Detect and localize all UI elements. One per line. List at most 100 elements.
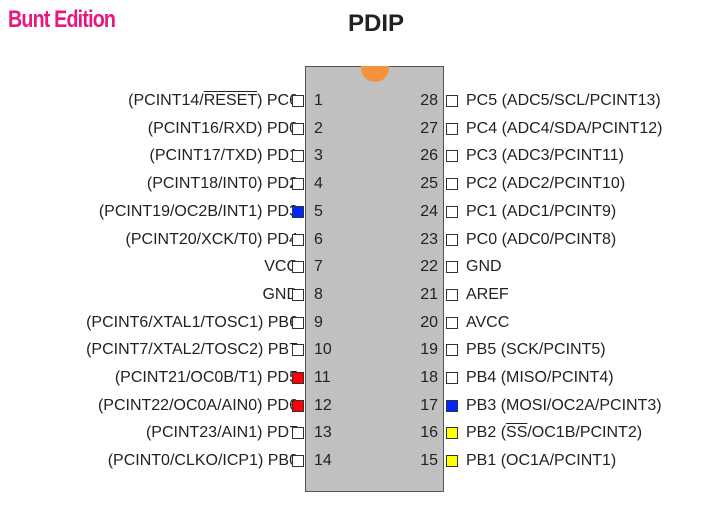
- pin-label: GND: [466, 255, 502, 279]
- pin-marker: [446, 178, 458, 191]
- pin-label: PC3 (ADC3/PCINT11): [466, 144, 624, 168]
- pin-label: PC4 (ADC4/SDA/PCINT12): [466, 117, 663, 141]
- pin-label-text: PC3 (ADC3/PCINT11): [466, 147, 624, 165]
- pin-number: 18: [420, 369, 438, 386]
- pin-label-text: PC2 (ADC2/PCINT10): [466, 175, 626, 193]
- pin-number: 21: [420, 285, 438, 303]
- pin-number: 12: [314, 396, 332, 414]
- pin-label-overline: RESET: [203, 92, 258, 109]
- pin-label: VCC: [264, 255, 298, 279]
- pin-label-overline: SS: [506, 424, 528, 442]
- pin-label: (PCINT16/RXD) PD0: [148, 117, 298, 141]
- pin-label-text: PC0 (ADC0/PCINT8): [466, 230, 617, 248]
- pin-label: PB3 (MOSI/OC2A/PCINT3): [466, 394, 662, 418]
- pin-label: PB5 (SCK/PCINT5): [466, 338, 606, 362]
- pin-marker: [446, 344, 458, 357]
- pin-label-text: VCC: [264, 258, 298, 276]
- pin-label-text: PC1 (ADC1/PCINT9): [466, 202, 617, 220]
- pin-label: (PCINT20/XCK/T0) PD4: [126, 228, 298, 252]
- pin-number: 28: [420, 92, 438, 109]
- pin-number: 1: [314, 92, 323, 109]
- pin-number: 2: [314, 119, 323, 137]
- pin-number: 10: [314, 341, 332, 359]
- pin-marker: [292, 316, 304, 329]
- pin-marker: [292, 150, 304, 163]
- pin-number: 8: [314, 285, 323, 303]
- pin-label: PC2 (ADC2/PCINT10): [466, 172, 625, 196]
- pin-marker: [446, 95, 458, 107]
- pin-label: PC5 (ADC5/SCL/PCINT13): [466, 89, 661, 113]
- pin-marker: [292, 205, 304, 218]
- pin-label-text: AREF: [466, 285, 509, 303]
- pin-label-text: (PCINT17/TXD) PD1: [149, 147, 298, 165]
- pin-number: 22: [420, 258, 438, 276]
- pin-number: 3: [314, 147, 323, 165]
- pin-label: PB2 (SS/OC1B/PCINT2): [466, 421, 642, 445]
- pin-number: 9: [314, 313, 323, 331]
- pin-label: (PCINT23/AIN1) PD7: [146, 421, 298, 445]
- pin-label-text: PC4 (ADC4/SDA/PCINT12): [466, 119, 663, 137]
- pin-marker: [292, 288, 304, 301]
- pin-number: 24: [420, 202, 438, 220]
- pin-number: 6: [314, 230, 323, 248]
- pin-label: (PCINT0/CLKO/ICP1) PB0: [108, 449, 298, 473]
- pin-number: 11: [314, 369, 331, 386]
- pin-marker: [446, 399, 458, 412]
- pin-label: (PCINT18/INT0) PD2: [147, 172, 298, 196]
- pin-marker: [446, 233, 458, 246]
- pin-number: 25: [420, 175, 438, 193]
- pin-label-text: (PCINT19/OC2B/INT1) PD3: [98, 202, 298, 220]
- pin-number: 27: [420, 119, 438, 137]
- chip-body: [305, 66, 444, 492]
- pin-label-text: (PCINT6/XTAL1/TOSC1) PB6: [86, 313, 298, 331]
- pin-number: 23: [420, 230, 438, 248]
- pin-label-text: (PCINT7/XTAL2/TOSC2) PB7: [86, 341, 298, 359]
- pin-marker: [292, 261, 304, 274]
- pin-label-text: PB3 (MOSI/OC2A/PCINT3): [466, 396, 662, 414]
- pin-marker: [446, 372, 458, 384]
- pin-number: 16: [420, 424, 438, 442]
- pin-label-text: PB4 (MISO/PCINT4): [466, 369, 614, 386]
- pin-number: 5: [314, 202, 323, 220]
- pin-label-text: PB2 (: [466, 424, 507, 442]
- pin-label: PB1 (OC1A/PCINT1): [466, 449, 616, 473]
- pin-marker: [292, 233, 304, 246]
- pin-marker: [446, 205, 458, 218]
- pin-number: 7: [314, 258, 323, 276]
- pin-label-text: (PCINT16/RXD) PD0: [147, 119, 298, 137]
- pin-marker: [446, 316, 458, 329]
- pin-number: 19: [420, 341, 438, 359]
- pin-marker: [292, 399, 304, 412]
- pin-label-text: (PCINT20/XCK/T0) PD4: [125, 230, 298, 248]
- pin-number: 14: [314, 452, 332, 470]
- pin-marker: [292, 95, 304, 107]
- pin-label: AVCC: [466, 311, 509, 335]
- pin-label: PC0 (ADC0/PCINT8): [466, 228, 616, 252]
- pin-label-text: ) PC6: [257, 92, 298, 109]
- pin-label: (PCINT22/OC0A/AIN0) PD6: [98, 394, 298, 418]
- pin-marker: [292, 427, 304, 440]
- pin-label: GND: [262, 283, 298, 307]
- pin-label: PC1 (ADC1/PCINT9): [466, 200, 616, 224]
- pin-marker: [446, 288, 458, 301]
- pin-label: (PCINT21/OC0B/T1) PD5: [115, 366, 298, 390]
- pin-marker: [292, 372, 304, 384]
- pin-label-text: GND: [262, 285, 298, 303]
- pin-number: 13: [314, 424, 332, 442]
- pin-marker: [292, 178, 304, 191]
- pin-label: (PCINT6/XTAL1/TOSC1) PB6: [86, 311, 298, 335]
- pin-label: PB4 (MISO/PCINT4): [466, 366, 614, 390]
- pin-number: 17: [420, 396, 438, 414]
- pin-marker: [446, 150, 458, 163]
- pin-label: (PCINT14/RESET) PC6: [128, 89, 298, 113]
- pin-label: (PCINT19/OC2B/INT1) PD3: [99, 200, 298, 224]
- pin-label-text: (PCINT18/INT0) PD2: [146, 175, 298, 193]
- pin-number: 15: [420, 452, 438, 470]
- pin-number: 20: [420, 313, 438, 331]
- pin-marker: [446, 455, 458, 468]
- pin-label: (PCINT17/TXD) PD1: [150, 144, 298, 168]
- pin-label-text: (PCINT23/AIN1) PD7: [145, 424, 298, 442]
- pin-marker: [292, 122, 304, 135]
- pin-marker: [446, 261, 458, 274]
- pin-label-text: PB1 (OC1A/PCINT1): [466, 452, 617, 470]
